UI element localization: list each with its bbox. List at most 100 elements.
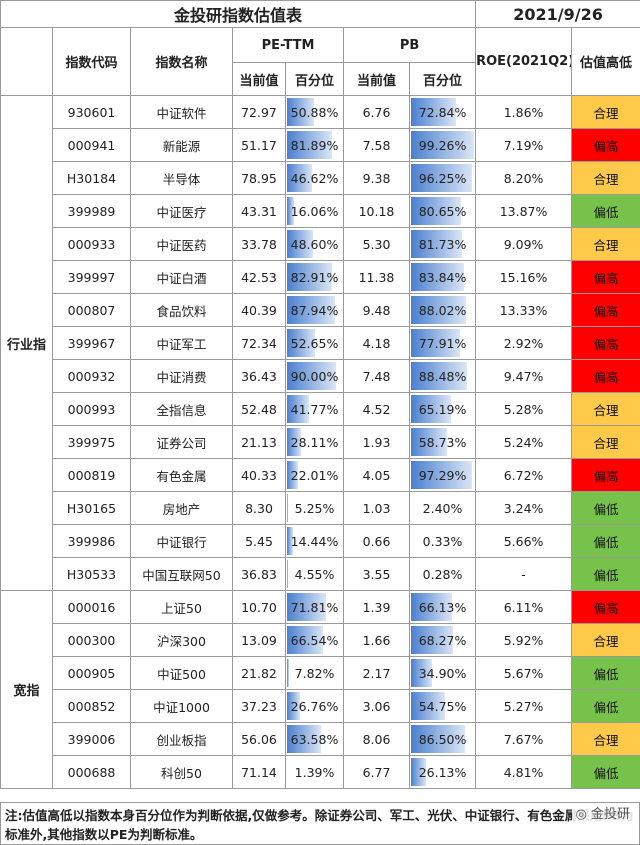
index-name: 中证1000 xyxy=(130,689,233,723)
pb-current: 8.06 xyxy=(343,722,410,756)
table-row: 399986 中证银行 5.45 14.44% 0.66 0.33% 5.66% 偏低 xyxy=(1,524,640,558)
pe-percentile: 1.39% xyxy=(285,755,344,789)
pe-percentile-bar xyxy=(287,362,337,390)
index-code: 399989 xyxy=(52,194,131,228)
index-name: 中证医疗 xyxy=(130,194,233,228)
pe-percentile-bar xyxy=(287,98,314,126)
index-code: 399986 xyxy=(52,524,131,558)
pb-current: 5.30 xyxy=(343,227,410,261)
pe-percentile: 82.91% xyxy=(285,260,344,294)
table-row: 宽指 000016 上证50 10.70 71.81% 1.39 66.13% 6.11% 偏高 xyxy=(0,590,640,789)
pe-percentile-bar xyxy=(287,296,336,324)
valuation-status: 偏低 xyxy=(571,194,640,228)
pe-percentile-text: 41.77% xyxy=(290,401,339,417)
roe-value: 8.20% xyxy=(475,161,573,195)
index-code: 000941 xyxy=(52,128,131,162)
pe-percentile-text: 16.06% xyxy=(290,203,339,219)
pe-current: 42.53 xyxy=(232,260,286,294)
pe-percentile: 5.25% xyxy=(285,491,344,525)
table-row: H30165 房地产 8.30 5.25% 1.03 2.40% 3.24% 偏低 xyxy=(1,491,640,525)
valuation-status: 偏低 xyxy=(571,557,640,591)
pe-current: 5.45 xyxy=(232,524,286,558)
pb-percentile-bar xyxy=(411,98,457,126)
index-code: 399967 xyxy=(52,326,131,360)
footnote: 注:估值高低以指数本身百分位作为判断依据,仅做参考。除证券公司、军工、光伏、中证… xyxy=(0,802,640,845)
valuation-status: 偏高 xyxy=(571,128,640,162)
pe-percentile: 81.89% xyxy=(285,128,344,162)
pb-current: 0.66 xyxy=(343,524,410,558)
index-code: 000933 xyxy=(52,227,131,261)
pe-percentile: 28.11% xyxy=(285,425,344,459)
pe-percentile-bar xyxy=(287,329,315,357)
pb-percentile: 26.13% xyxy=(408,755,477,789)
roe-value: 15.16% xyxy=(475,260,573,294)
pb-current: 11.38 xyxy=(343,260,410,294)
pb-percentile: 68.27% xyxy=(408,623,477,657)
roe-value: - xyxy=(475,557,573,591)
pe-percentile-text: 26.76% xyxy=(290,698,339,714)
index-code: H30533 xyxy=(52,557,131,591)
pb-percentile: 72.84% xyxy=(408,95,477,129)
roe-value: 5.92% xyxy=(475,623,573,657)
pe-percentile: 66.54% xyxy=(285,623,344,657)
index-code: 399975 xyxy=(52,425,131,459)
pe-percentile-text: 5.25% xyxy=(294,500,335,516)
pb-percentile-bar xyxy=(411,197,462,225)
pb-current: 4.52 xyxy=(343,392,410,426)
table-row: 399967 中证军工 72.34 52.65% 4.18 77.91% 2.92% 偏高 xyxy=(1,326,640,360)
roe-value: 5.24% xyxy=(475,425,573,459)
pe-percentile-text: 66.54% xyxy=(290,632,339,648)
pe-percentile: 26.76% xyxy=(285,689,344,723)
pe-percentile-bar xyxy=(287,263,333,291)
pe-percentile-text: 82.91% xyxy=(290,269,339,285)
roe-value: 5.66% xyxy=(475,524,573,558)
pe-percentile-text: 22.01% xyxy=(290,467,339,483)
valuation-status: 偏低 xyxy=(571,656,640,690)
pb-percentile-text: 65.19% xyxy=(418,401,467,417)
valuation-status: 合理 xyxy=(571,227,640,261)
table-row: 000941 新能源 51.17 81.89% 7.58 99.26% 7.19% 偏高 xyxy=(1,128,640,162)
pb-percentile-text: 72.84% xyxy=(418,104,467,120)
pb-percentile: 66.13% xyxy=(408,590,477,624)
table-row: 000688 科创50 71.14 1.39% 6.77 26.13% 4.81% 偏低 xyxy=(1,755,640,789)
pe-percentile-text: 1.39% xyxy=(294,764,335,780)
pe-percentile-text: 71.81% xyxy=(290,599,339,615)
index-name: 中证医药 xyxy=(130,227,233,261)
roe-value: 13.33% xyxy=(475,293,573,327)
table-date: 2021/9/26 xyxy=(475,0,640,28)
pb-current: 6.76 xyxy=(343,95,410,129)
pe-percentile: 90.00% xyxy=(285,359,344,393)
header-blank xyxy=(0,27,53,96)
pe-percentile-text: 4.55% xyxy=(294,566,335,582)
pb-percentile: 88.48% xyxy=(408,359,477,393)
pb-percentile-bar xyxy=(411,395,452,423)
table-row: H30184 半导体 78.95 46.62% 9.38 96.25% 8.20% 合理 xyxy=(1,161,640,195)
pb-percentile-bar xyxy=(411,362,467,390)
pe-percentile-bar xyxy=(287,230,313,258)
pe-percentile-bar xyxy=(287,131,332,159)
header-pe-percentile: 百分位 xyxy=(285,62,344,96)
pb-percentile-text: 26.13% xyxy=(418,764,467,780)
pb-percentile-bar xyxy=(411,428,448,456)
pb-percentile-text: 0.33% xyxy=(422,533,463,549)
pe-current: 40.39 xyxy=(232,293,286,327)
pb-percentile-text: 0.28% xyxy=(422,566,463,582)
pe-current: 8.30 xyxy=(232,491,286,525)
pe-percentile-bar xyxy=(287,725,322,753)
index-code: 000905 xyxy=(52,656,131,690)
header-code: 指数代码 xyxy=(52,27,131,96)
pe-percentile: 50.88% xyxy=(285,95,344,129)
pe-percentile-bar xyxy=(287,197,295,225)
valuation-status: 合理 xyxy=(571,392,640,426)
pb-percentile-bar xyxy=(411,626,454,654)
index-name: 上证50 xyxy=(130,590,233,624)
table-row: 000933 中证医药 33.78 48.60% 5.30 81.73% 9.09% 合理 xyxy=(1,227,640,261)
pe-current: 13.09 xyxy=(232,623,286,657)
header-pe-current: 当前值 xyxy=(232,62,286,96)
pb-percentile: 65.19% xyxy=(408,392,477,426)
pe-current: 40.33 xyxy=(232,458,286,492)
pb-current: 3.55 xyxy=(343,557,410,591)
index-name: 中证银行 xyxy=(130,524,233,558)
pb-percentile: 0.28% xyxy=(408,557,477,591)
pb-percentile-bar xyxy=(411,131,474,159)
